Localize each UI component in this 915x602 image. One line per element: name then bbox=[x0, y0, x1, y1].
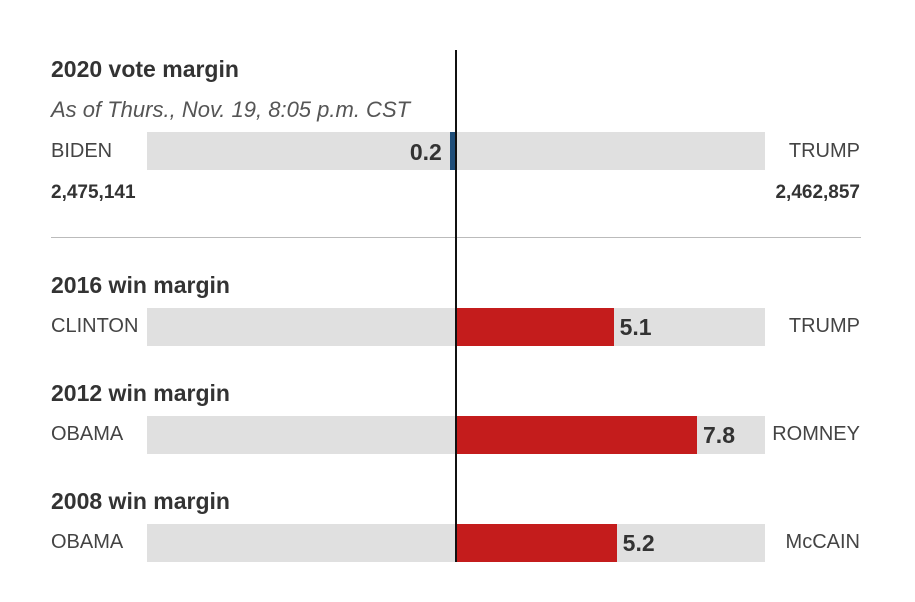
past-left-candidate: OBAMA bbox=[51, 531, 124, 553]
current-right-candidate: TRUMP bbox=[788, 140, 860, 162]
past-right-candidate: TRUMP bbox=[788, 315, 860, 337]
past-margin-bar bbox=[456, 416, 698, 454]
current-margin-bar bbox=[449, 132, 456, 170]
past-margin-label: 5.2 bbox=[622, 530, 655, 556]
past-title: 2008 win margin bbox=[51, 488, 230, 514]
past-margin-bar bbox=[456, 308, 614, 346]
past-right-candidate: McCAIN bbox=[785, 531, 860, 553]
past-margin-label: 5.1 bbox=[619, 314, 652, 340]
past-left-candidate: OBAMA bbox=[51, 423, 124, 445]
current-left-votes: 2,475,141 bbox=[51, 182, 136, 203]
past-title: 2016 win margin bbox=[51, 272, 230, 298]
past-margin-label: 7.8 bbox=[703, 422, 735, 448]
current-title: 2020 vote margin bbox=[51, 56, 239, 82]
past-title: 2012 win margin bbox=[51, 380, 230, 406]
current-right-votes: 2,462,857 bbox=[775, 182, 860, 203]
past-margin-bar bbox=[456, 524, 617, 562]
past-left-candidate: CLINTON bbox=[51, 315, 139, 337]
current-left-candidate: BIDEN bbox=[51, 140, 113, 162]
center-axis-line bbox=[455, 50, 457, 562]
past-right-candidate: ROMNEY bbox=[772, 423, 860, 445]
current-margin-label: 0.2 bbox=[409, 139, 442, 165]
current-subtitle: As of Thurs., Nov. 19, 8:05 p.m. CST bbox=[51, 97, 411, 122]
